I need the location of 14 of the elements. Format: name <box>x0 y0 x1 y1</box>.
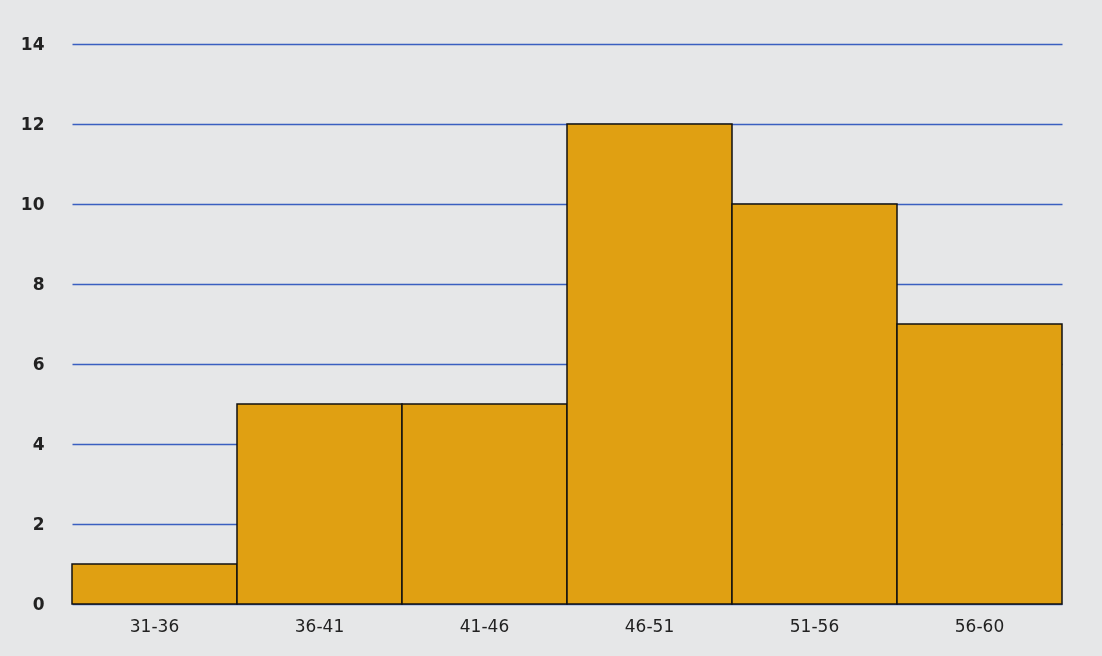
y-tick-label: 6 <box>32 353 45 374</box>
y-tick-label: 0 <box>32 593 45 614</box>
x-tick-label: 56-60 <box>954 615 1005 636</box>
x-tick-label: 41-46 <box>459 615 510 636</box>
x-tick-label: 51-56 <box>789 615 840 636</box>
y-tick-label: 14 <box>20 33 45 54</box>
y-tick-label: 4 <box>32 433 45 454</box>
y-tick-label: 8 <box>32 273 45 294</box>
y-tick-label: 2 <box>32 513 45 534</box>
y-tick-label: 12 <box>20 113 45 134</box>
x-tick-label: 46-51 <box>624 615 675 636</box>
x-tick-label: 36-41 <box>294 615 345 636</box>
y-tick-label: 10 <box>20 193 45 214</box>
x-tick-label: 31-36 <box>129 615 180 636</box>
